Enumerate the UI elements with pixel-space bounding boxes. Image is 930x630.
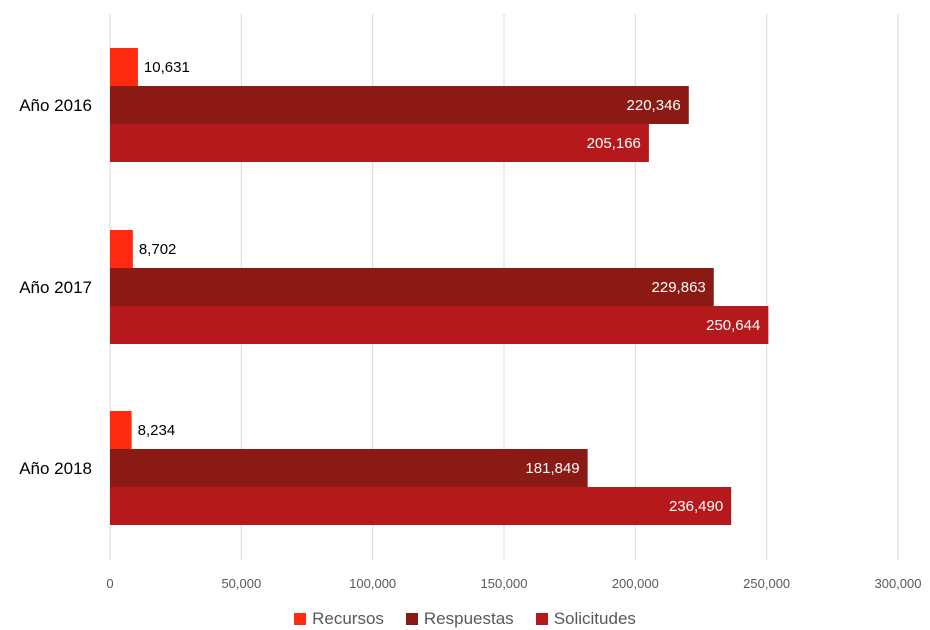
data-labels: 10,631 8,702 8,234 220,346 229,863 181,849 205… <box>138 59 761 515</box>
x-tick-label: 50,000 <box>221 576 261 591</box>
bar-solicitudes-0[interactable] <box>110 124 649 162</box>
category-label: Año 2017 <box>19 278 92 297</box>
x-tick-labels: 0 50,000 100,000 150,000 200,000 250,000 300,0… <box>106 576 921 591</box>
bar-recursos-2[interactable] <box>110 411 132 449</box>
data-label: 205,166 <box>587 135 641 152</box>
data-label: 181,849 <box>525 460 579 477</box>
legend-item-respuestas[interactable]: Respuestas <box>405 608 514 630</box>
bar-recursos-1[interactable] <box>110 230 133 268</box>
data-label: 220,346 <box>627 97 681 114</box>
bar-recursos-0[interactable] <box>110 48 138 86</box>
bar-respuestas-2[interactable] <box>110 449 588 487</box>
x-tick-label: 200,000 <box>612 576 659 591</box>
data-label: 8,234 <box>138 422 176 439</box>
x-tick-label: 0 <box>106 576 113 591</box>
legend-item-recursos[interactable]: Recursos <box>294 608 384 630</box>
data-label: 229,863 <box>652 279 706 296</box>
x-tick-label: 300,000 <box>875 576 922 591</box>
legend-swatch-respuestas <box>405 613 418 625</box>
bar-respuestas-0[interactable] <box>110 86 689 124</box>
data-label: 8,702 <box>139 241 177 258</box>
bar-solicitudes-1[interactable] <box>110 306 769 344</box>
x-tick-label: 250,000 <box>743 576 790 591</box>
legend-label-solicitudes: Solicitudes <box>553 609 636 628</box>
x-tick-label: 100,000 <box>349 576 396 591</box>
legend-swatch-recursos <box>294 613 307 625</box>
legend: Recursos Respuestas Solicitudes <box>0 608 930 630</box>
x-tick-label: 150,000 <box>481 576 528 591</box>
data-label: 10,631 <box>144 59 190 76</box>
bar-respuestas-1[interactable] <box>110 268 714 306</box>
data-label: 250,644 <box>706 317 760 334</box>
category-label: Año 2016 <box>19 96 92 115</box>
legend-item-solicitudes[interactable]: Solicitudes <box>535 608 636 630</box>
legend-label-recursos: Recursos <box>312 609 384 628</box>
bars <box>110 48 769 525</box>
category-label: Año 2018 <box>19 459 92 478</box>
legend-label-respuestas: Respuestas <box>423 609 514 628</box>
legend-swatch-solicitudes <box>535 613 548 625</box>
category-labels: Año 2016 Año 2017 Año 2018 <box>19 96 92 478</box>
data-label: 236,490 <box>669 498 723 515</box>
bar-solicitudes-2[interactable] <box>110 487 732 525</box>
